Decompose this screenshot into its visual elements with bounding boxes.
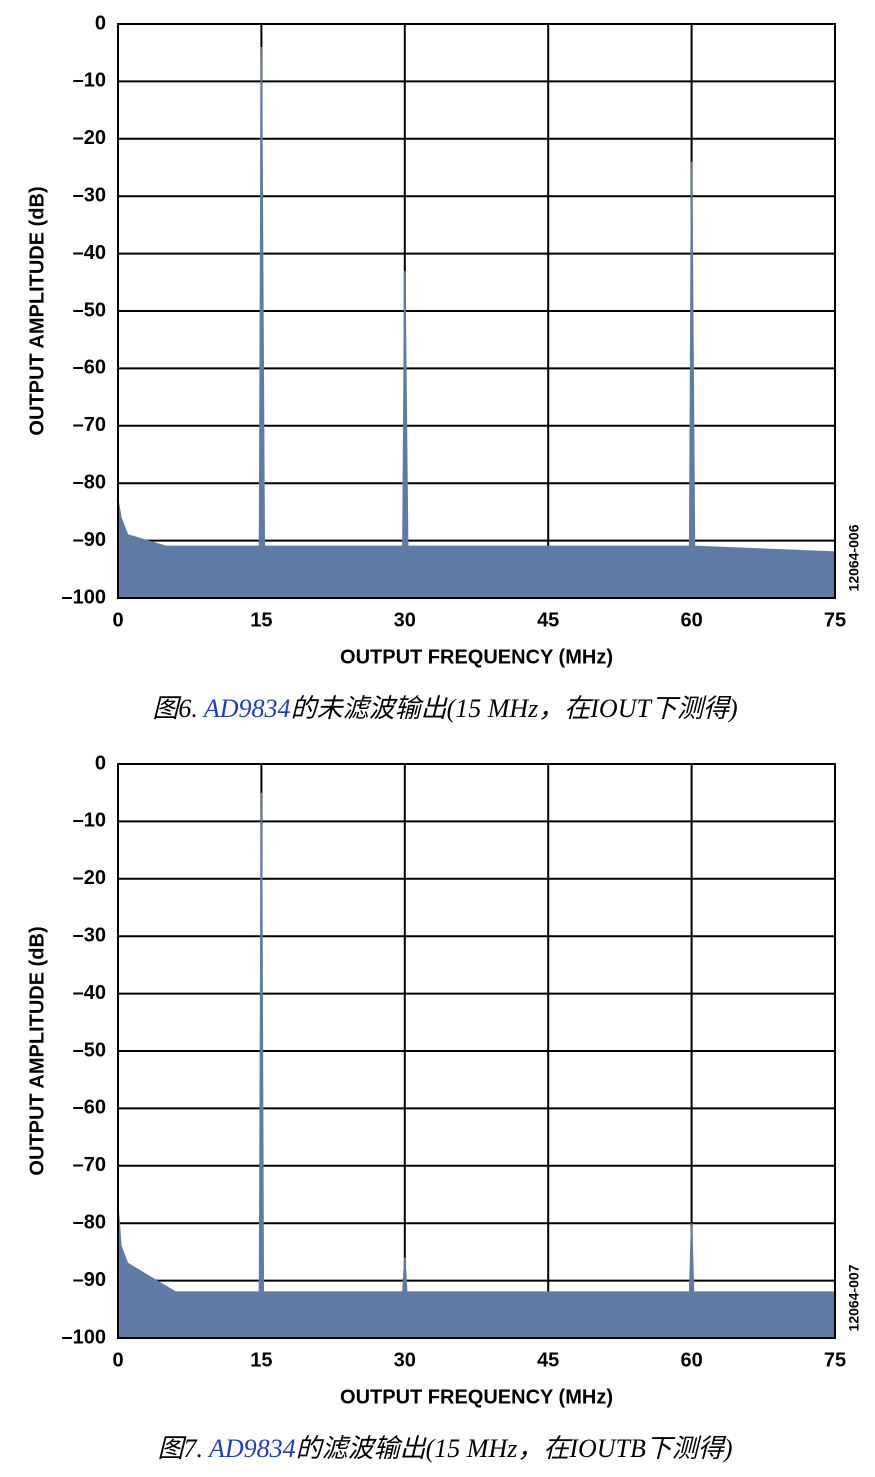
- x-tick-label: 15: [250, 1349, 272, 1371]
- caption-part: 的滤波输出(15 MHz，在IOUTB下测得): [296, 1434, 733, 1463]
- x-tick-label: 75: [824, 1349, 846, 1371]
- y-axis-label: OUTPUT AMPLITUDE (dB): [26, 926, 48, 1175]
- y-tick-label: –90: [73, 1269, 106, 1291]
- caption: 图7. AD9834的滤波输出(15 MHz，在IOUTB下测得): [157, 1434, 732, 1463]
- y-tick-label: –20: [73, 867, 106, 889]
- caption-part: 的未滤波输出(15 MHz，在IOUT下测得): [291, 694, 738, 723]
- y-tick-label: –50: [73, 299, 106, 321]
- y-tick-label: –100: [62, 586, 107, 608]
- spectrum: [117, 46, 836, 599]
- x-tick-label: 75: [824, 609, 846, 631]
- y-tick-label: –60: [73, 357, 106, 379]
- y-tick-label: –70: [73, 414, 106, 436]
- y-tick-label: –60: [73, 1097, 106, 1119]
- x-tick-label: 0: [112, 609, 123, 631]
- caption-part: AD9834: [202, 694, 291, 723]
- caption-part: 图6.: [152, 694, 198, 723]
- x-tick-label: 60: [680, 609, 702, 631]
- spectrum: [117, 792, 836, 1339]
- x-tick-label: 15: [250, 609, 272, 631]
- plot-frame: [117, 23, 836, 599]
- caption-part: AD9834: [207, 1434, 296, 1463]
- y-tick-label: –30: [73, 924, 106, 946]
- y-tick-label: –20: [73, 127, 106, 149]
- x-axis-label: OUTPUT FREQUENCY (MHz): [340, 646, 613, 668]
- caption: 图6. AD9834的未滤波输出(15 MHz，在IOUT下测得): [152, 694, 737, 723]
- x-tick-label: 0: [112, 1349, 123, 1371]
- x-axis-label: OUTPUT FREQUENCY (MHz): [340, 1386, 613, 1408]
- y-tick-label: –40: [73, 982, 106, 1004]
- y-tick-label: –90: [73, 529, 106, 551]
- y-tick-label: –100: [62, 1326, 107, 1348]
- y-tick-label: –50: [73, 1039, 106, 1061]
- y-tick-label: –10: [73, 810, 106, 832]
- y-tick-label: 0: [95, 12, 106, 34]
- caption-part: 图7.: [157, 1434, 203, 1463]
- side-label: 12064-007: [846, 1264, 862, 1331]
- plot-frame: [117, 763, 836, 1339]
- y-tick-label: –80: [73, 1211, 106, 1233]
- x-tick-label: 30: [394, 609, 416, 631]
- y-tick-label: –10: [73, 70, 106, 92]
- y-tick-label: –40: [73, 242, 106, 264]
- x-tick-label: 45: [537, 609, 559, 631]
- x-tick-label: 30: [394, 1349, 416, 1371]
- y-tick-label: –80: [73, 471, 106, 493]
- y-tick-label: –70: [73, 1154, 106, 1176]
- y-tick-label: –30: [73, 184, 106, 206]
- side-label: 12064-006: [846, 524, 862, 591]
- y-tick-label: 0: [95, 752, 106, 774]
- x-tick-label: 60: [680, 1349, 702, 1371]
- x-tick-label: 45: [537, 1349, 559, 1371]
- y-axis-label: OUTPUT AMPLITUDE (dB): [26, 186, 48, 435]
